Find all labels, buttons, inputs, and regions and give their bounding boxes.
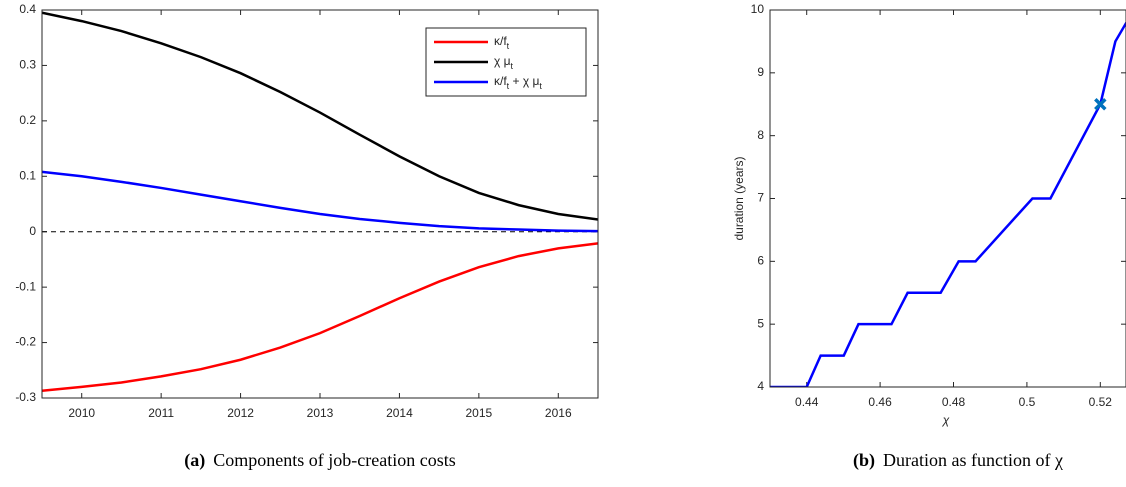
y-tick-label: 0 [29, 224, 36, 238]
y-tick-label: 7 [757, 191, 764, 205]
legend-label: χ μt [494, 54, 514, 71]
y-tick-label: 0.4 [19, 2, 36, 16]
y-tick-label: -0.1 [15, 279, 36, 293]
x-tick-label: 2010 [68, 406, 95, 420]
y-axis-label: duration (years) [732, 156, 746, 240]
x-tick-label: 2011 [148, 406, 174, 420]
caption: (a) Components of job-creation costs [184, 450, 455, 471]
y-tick-label: -0.2 [15, 335, 36, 349]
caption: (b) Duration as function of χ [853, 450, 1063, 471]
y-tick-label: 5 [757, 316, 764, 330]
y-tick-label: -0.3 [15, 390, 36, 404]
plot: 4 5 6 7 8 9 10 0.44 0.46 0.48 0.5 0.52 χ duration (ye… [732, 2, 1126, 471]
x-tick-label: 0.52 [1089, 395, 1113, 409]
caption-label: (b) [853, 450, 875, 471]
caption-label: (a) [184, 450, 205, 471]
legend-label: κ/ft + χ μt [494, 74, 542, 91]
legend-label: κ/ft [494, 34, 510, 51]
x-tick-label: 2016 [545, 406, 572, 420]
y-tick-label: 6 [757, 254, 764, 268]
y-tick-label: 0.2 [19, 113, 36, 127]
x-tick-label: 2014 [386, 406, 413, 420]
caption-text: Components of job-creation costs [213, 450, 455, 470]
caption-text: Duration as function of χ [883, 450, 1063, 470]
x-axis-label: χ [942, 413, 950, 427]
y-tick-label: 9 [757, 65, 764, 79]
x-tick-label: 0.5 [1019, 395, 1036, 409]
y-tick-label: 0.1 [19, 168, 36, 182]
plot: -0.3 -0.2 -0.1 0 0.1 0.2 0.3 0.4 2010 2011 2012 201… [15, 2, 599, 471]
y-tick-label: 10 [751, 2, 765, 16]
y-tick-label: 4 [757, 379, 764, 393]
x-tick-label: 2012 [227, 406, 254, 420]
plot-frame [41, 9, 599, 399]
x-tick-label: 0.48 [942, 395, 966, 409]
y-tick-label: 0.3 [19, 58, 36, 72]
x-tick-label: 0.44 [795, 395, 819, 409]
marker [1094, 98, 1107, 111]
series-line [770, 21, 1126, 387]
plot-frame [769, 9, 1126, 388]
series-line [42, 242, 598, 393]
series-line [42, 11, 598, 221]
x-tick-label: 0.46 [868, 395, 892, 409]
y-tick-label: 8 [757, 128, 764, 142]
series-line [42, 170, 598, 233]
x-tick-label: 2015 [466, 406, 493, 420]
x-tick-label: 2013 [307, 406, 334, 420]
